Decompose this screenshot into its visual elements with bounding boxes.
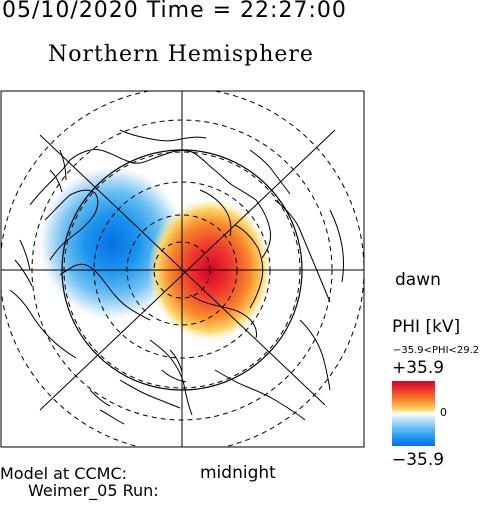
meridian-diagonal-1 [39,134,326,406]
meridian-diagonal-2 [39,129,336,411]
midnight-label: midnight [200,463,276,483]
colorbar-range: −35.9<PHI<29.2 [393,345,480,356]
datetime-title: 05/10/2020 Time = 22:27:00 [2,0,347,23]
colorbar-min-label: −35.9 [392,450,445,470]
hemisphere-title: Northern Hemisphere [48,42,314,67]
colorbar-max-label: +35.9 [392,358,445,378]
colorbar [392,381,435,446]
model-credit: Model at CCMC: [0,464,127,483]
colorbar-zero-label: 0 [440,406,447,419]
polar-map [0,90,365,448]
coastlines [9,129,344,425]
dawn-label: dawn [395,270,441,290]
model-run: Weimer_05 Run: [28,481,159,500]
colorbar-title: PHI [kV] [392,317,461,337]
